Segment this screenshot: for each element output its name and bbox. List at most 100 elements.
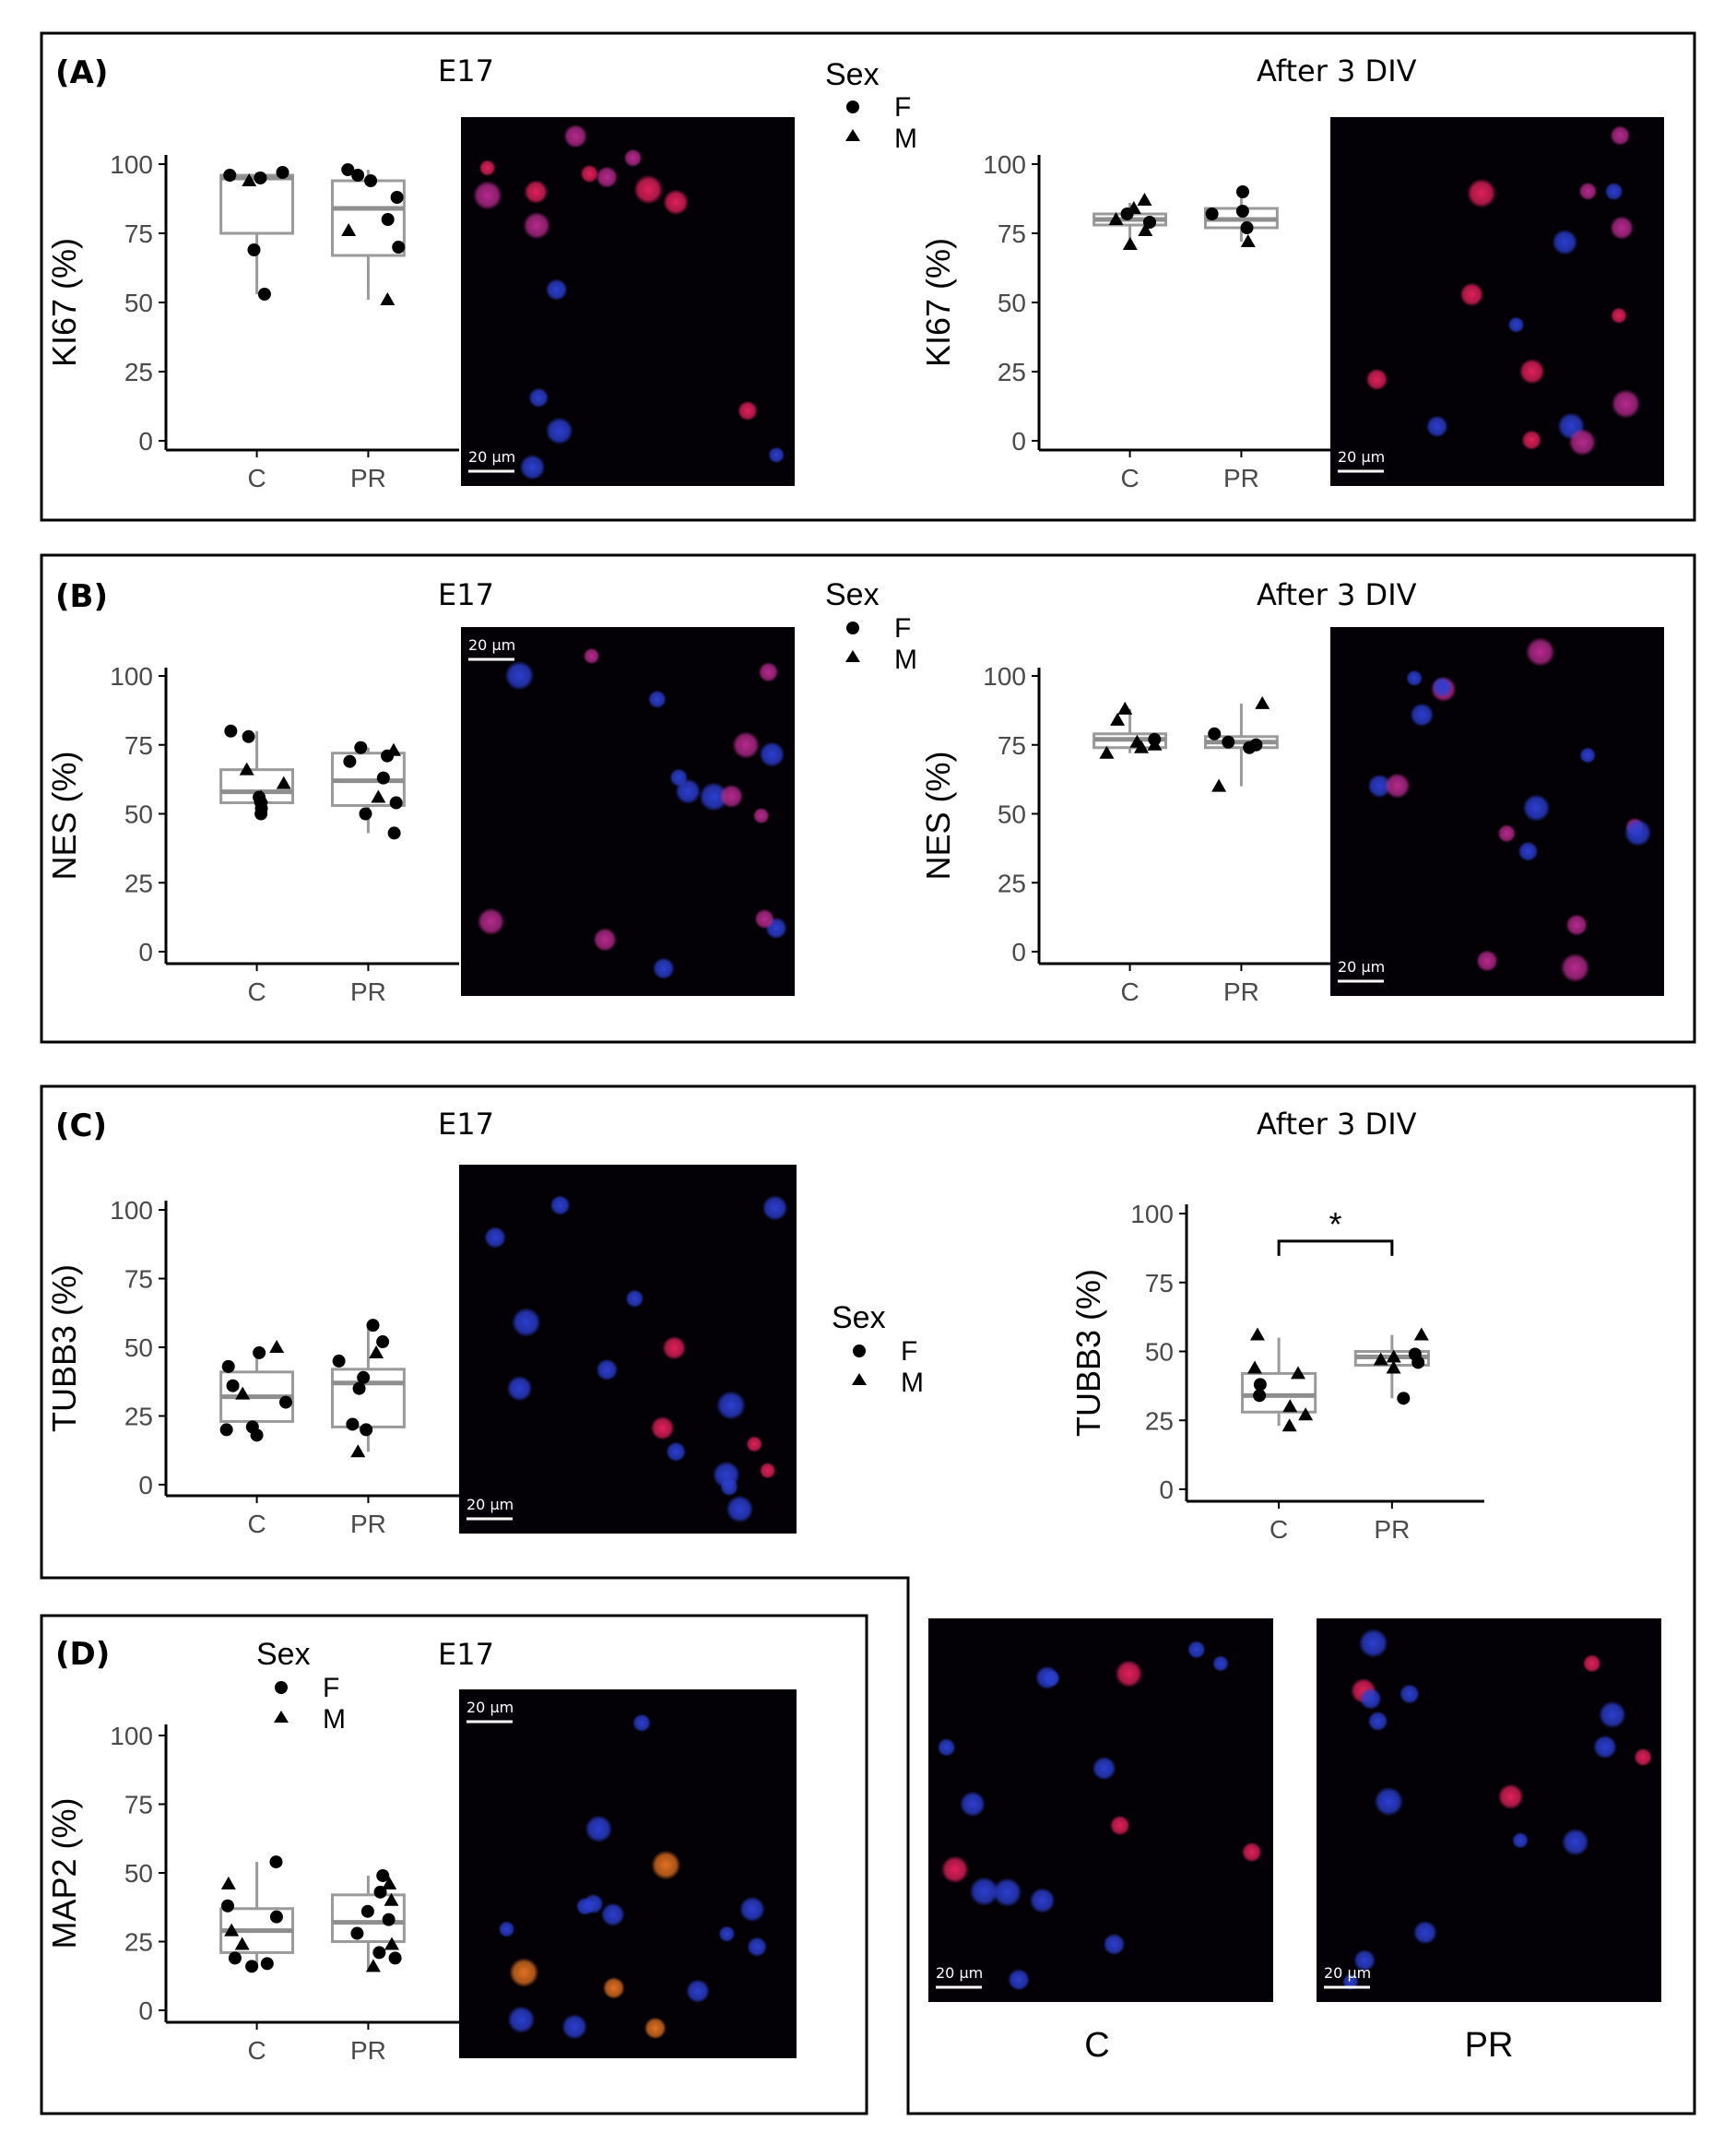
cell: [561, 2013, 588, 2040]
y-tick-label: 25: [998, 869, 1026, 897]
cell: [545, 417, 573, 445]
cell: [600, 1902, 625, 1927]
y-axis-title: MAP2 (%): [45, 1797, 83, 1949]
micrographs-layer: 20 µm 20 µm 20 µm 20 µm 20 µm 20 µm 20 µm 20 µm: [459, 117, 1664, 2058]
scale-bar-label: 20 µm: [468, 636, 515, 654]
cell: [602, 1976, 625, 1999]
cell: [1598, 1700, 1626, 1729]
data-point-f: [373, 1885, 387, 1899]
micrograph-label-pr: PR: [1465, 2026, 1514, 2065]
data-point-f: [1222, 735, 1235, 749]
cell: [738, 1896, 765, 1923]
x-tick-label: PR: [1223, 977, 1259, 1006]
title-a-e17: E17: [438, 53, 494, 89]
data-point-f: [388, 1951, 402, 1965]
data-point-f: [247, 243, 261, 256]
cell: [1568, 428, 1597, 456]
legend-f-icon: [275, 1681, 288, 1694]
legend-m-icon: [852, 1373, 867, 1385]
cell: [519, 454, 546, 480]
data-point-f: [376, 1868, 390, 1882]
cell: [596, 1358, 619, 1381]
cell: [666, 1441, 687, 1463]
legend-title: Sex: [256, 1637, 311, 1672]
scale-bar-label: 20 µm: [1338, 958, 1385, 976]
cell: [1432, 676, 1453, 697]
cell: [583, 647, 600, 665]
scale-bar-label: 20 µm: [936, 1964, 983, 1982]
data-point-m: [371, 789, 386, 803]
cell: [504, 660, 535, 691]
data-point-m: [1099, 745, 1115, 759]
cell: [1610, 216, 1635, 241]
micrograph-d-e17: 20 µm: [459, 1689, 797, 2058]
y-axis-title: TUBB3 (%): [45, 1264, 83, 1432]
cell: [663, 189, 690, 216]
significance-star: *: [1329, 1205, 1341, 1243]
legend-item-f: F: [894, 92, 911, 123]
x-tick-label: PR: [350, 2036, 386, 2065]
y-tick-label: 100: [983, 150, 1026, 179]
scale-bar-label: 20 µm: [1338, 448, 1385, 466]
cell: [647, 690, 667, 709]
cell: [759, 1462, 776, 1479]
cell: [1611, 307, 1628, 325]
cell: [732, 731, 761, 760]
cell: [484, 1226, 507, 1249]
cell: [507, 2006, 536, 2034]
cell: [652, 957, 675, 980]
cell: [937, 1737, 956, 1757]
cell: [1353, 1949, 1376, 1972]
cell: [1399, 1683, 1420, 1704]
data-point-f: [254, 807, 268, 821]
cell: [1034, 1665, 1059, 1690]
cell: [754, 908, 775, 930]
panel-label-c: (C): [55, 1108, 107, 1144]
data-point-m: [1249, 1327, 1265, 1341]
data-point-f: [1120, 207, 1134, 220]
data-point-m: [1240, 234, 1256, 247]
cell: [1008, 1968, 1031, 1991]
cell: [575, 1897, 595, 1916]
cell: [1525, 636, 1555, 667]
data-point-f: [389, 796, 403, 810]
micrograph-background: [1330, 117, 1664, 486]
x-tick-label: C: [247, 1510, 266, 1538]
box-c: [219, 173, 295, 235]
panel-a-frame: [40, 31, 1696, 522]
data-point-f: [224, 724, 238, 738]
legend-m-icon: [274, 1711, 289, 1723]
data-point-m: [1110, 712, 1126, 726]
data-point-m: [365, 1959, 381, 1972]
cell: [585, 1815, 613, 1843]
legend-item-f: F: [323, 1673, 339, 1703]
data-point-f: [387, 826, 401, 840]
data-point-f: [1243, 740, 1257, 754]
cell: [633, 174, 664, 205]
cell: [718, 1925, 736, 1943]
data-point-m: [224, 1923, 240, 1937]
cell: [1634, 1747, 1653, 1767]
data-point-m: [1373, 1352, 1388, 1366]
micrograph-a-div: 20 µm: [1330, 117, 1664, 486]
y-axis-title: KI67 (%): [919, 238, 957, 367]
data-point-f: [1253, 1389, 1267, 1403]
cell: [477, 907, 505, 936]
data-point-f: [245, 1960, 259, 1973]
y-axis-title: KI67 (%): [45, 238, 83, 367]
cell: [940, 1855, 969, 1884]
data-point-f: [359, 807, 372, 821]
title-c-e17: E17: [438, 1107, 494, 1142]
legend-f-icon: [846, 101, 859, 113]
x-tick-label: C: [247, 2036, 266, 2065]
legend-item-f: F: [901, 1336, 917, 1367]
panel-label-b: (B): [55, 578, 108, 615]
cell: [1358, 1628, 1388, 1658]
cell: [1459, 282, 1484, 307]
y-tick-label: 25: [124, 1928, 153, 1957]
cell: [1115, 1659, 1143, 1688]
cell: [523, 211, 551, 240]
cell: [593, 927, 618, 952]
x-tick-label: PR: [350, 977, 386, 1006]
y-axis-title: NES (%): [45, 751, 83, 880]
